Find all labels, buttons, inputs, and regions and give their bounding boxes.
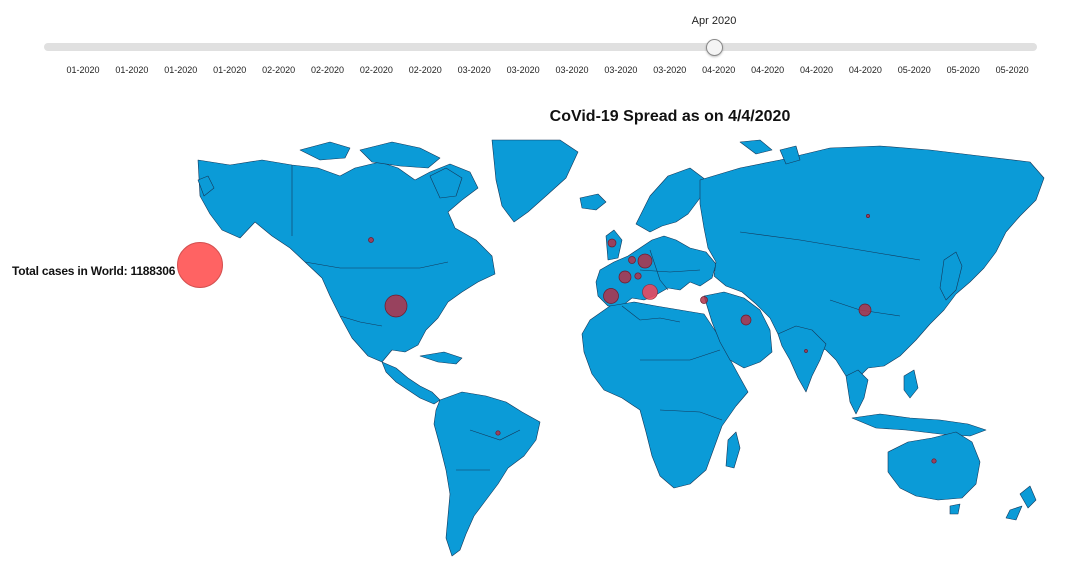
- slider-tick-label: 03-2020: [506, 65, 540, 75]
- greenland: [491, 139, 579, 223]
- border-africa-north: [621, 305, 681, 323]
- border-europe-2: [649, 249, 669, 291]
- slider-tick-label: 01-2020: [66, 65, 100, 75]
- bubble-iran: [740, 314, 752, 326]
- bubble-switzerland: [634, 272, 642, 280]
- central-america: [381, 361, 441, 405]
- slider-tick-label: 02-2020: [262, 65, 296, 75]
- arctic-canada: [299, 141, 351, 161]
- slider-tick-label: 01-2020: [115, 65, 149, 75]
- indonesia: [851, 413, 987, 437]
- bubble-france: [618, 270, 632, 284]
- bubble-turkey: [700, 296, 708, 304]
- slider-tick-label: 02-2020: [359, 65, 393, 75]
- bubble-belgium-nl: [628, 256, 636, 264]
- border-africa-mid: [640, 349, 721, 361]
- tasmania: [949, 503, 961, 515]
- border-us-canada: [304, 261, 449, 269]
- border-europe-1: [639, 269, 701, 273]
- madagascar: [725, 431, 741, 469]
- southeast-asia: [845, 369, 869, 415]
- arctic-islands: [359, 141, 441, 169]
- novaya-zemlya: [779, 145, 801, 165]
- slider-tick-label: 02-2020: [408, 65, 442, 75]
- border-sa-1: [469, 429, 521, 441]
- country-bubbles: [368, 214, 937, 464]
- bubble-china: [858, 303, 872, 317]
- bubble-usa: [384, 294, 408, 318]
- slider-tick-label: 02-2020: [310, 65, 345, 75]
- current-date-label: Apr 2020: [691, 15, 737, 27]
- border-us-mexico: [339, 315, 383, 327]
- scandinavia: [635, 167, 707, 233]
- slider-tick-label: 05-2020: [897, 65, 931, 75]
- bubble-italy: [642, 284, 658, 300]
- slider-tick-label: 05-2020: [995, 65, 1029, 75]
- country-borders: [291, 165, 921, 471]
- bubble-spain: [603, 288, 619, 304]
- date-slider[interactable]: Apr 2020 01-2020 01-2020 01-2020 01-2020 02-…: [0, 0, 1066, 90]
- bubble-uk: [607, 238, 617, 248]
- slider-tick-label: 04-2020: [799, 65, 834, 75]
- slider-track[interactable]: [44, 43, 1037, 51]
- australia: [887, 431, 981, 501]
- slider-tick-label: 03-2020: [457, 65, 491, 75]
- svalbard: [739, 139, 773, 155]
- baffin-island: [429, 167, 463, 199]
- slider-tick-label: 03-2020: [604, 65, 638, 75]
- slider-tick-label: 01-2020: [164, 65, 198, 75]
- south-america: [433, 391, 541, 557]
- bubble-brazil: [495, 430, 501, 436]
- slider-tick-label: 01-2020: [213, 65, 247, 75]
- new-zealand-south: [1005, 505, 1023, 521]
- bubble-canada: [368, 237, 374, 243]
- slider-tick-label: 05-2020: [946, 65, 980, 75]
- slider-tick-label: 04-2020: [751, 65, 785, 75]
- aleutians: [197, 175, 215, 197]
- slider-tick-label: 03-2020: [653, 65, 687, 75]
- philippines: [903, 369, 919, 399]
- middle-east: [703, 291, 773, 369]
- bubble-russia: [866, 214, 870, 218]
- caribbean: [419, 351, 463, 365]
- slider-tick-label: 03-2020: [555, 65, 589, 75]
- iceland: [579, 193, 607, 211]
- world-total-bubble: [177, 242, 223, 288]
- bubble-australia: [931, 458, 937, 464]
- bubble-india: [804, 349, 808, 353]
- new-zealand: [1019, 485, 1037, 509]
- map-title: CoVid-19 Spread as on 4/4/2020: [549, 108, 791, 125]
- india: [777, 325, 827, 393]
- world-total-label: Total cases in World: 1188306: [12, 264, 176, 278]
- land-layer: [197, 139, 1045, 557]
- asia: [699, 145, 1045, 381]
- africa: [581, 301, 749, 489]
- slider-tick-label: 04-2020: [848, 65, 882, 75]
- slider-tick-label: 04-2020: [702, 65, 736, 75]
- bubble-germany: [637, 253, 653, 269]
- border-russia-south: [739, 231, 921, 261]
- border-africa-south: [659, 409, 723, 421]
- japan: [939, 251, 963, 301]
- slider-handle[interactable]: [706, 39, 724, 56]
